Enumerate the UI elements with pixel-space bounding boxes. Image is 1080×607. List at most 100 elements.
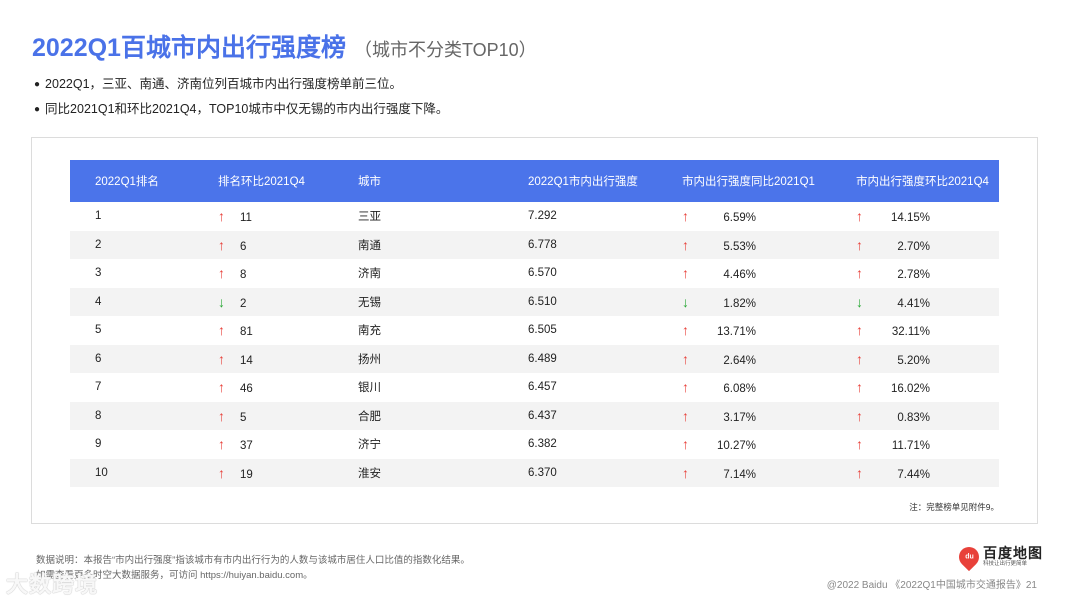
arrow-up-icon: ↑ — [682, 350, 689, 367]
cell-qoq-value: 16.02% — [890, 383, 930, 396]
bullet-item: 2022Q1，三亚、南通、济南位列百城市内出行强度榜单前三位。 — [34, 72, 448, 97]
cell-yoy-value: 6.08% — [723, 383, 756, 396]
cell-qoq-value: 4.41% — [897, 297, 930, 310]
cell-qoq-value: 2.70% — [897, 240, 930, 253]
arrow-up-icon: ↑ — [856, 236, 863, 253]
arrow-up-icon: ↑ — [856, 208, 863, 225]
cell-yoy: ↓ 1.82% — [640, 288, 820, 317]
arrow-up-icon: ↑ — [682, 436, 689, 453]
cell-yoy: ↑ 6.08% — [640, 373, 820, 402]
footnote-line: 数据说明：本报告“市内出行强度”指该城市有市内出行行为的人数与该城市居住人口比值… — [36, 555, 470, 566]
cell-rank-change-value: 6 — [240, 240, 247, 253]
cell-yoy-value: 10.27% — [716, 440, 756, 453]
cell-rank-change: ↑ 6 — [200, 231, 340, 260]
cell-qoq: ↑ 16.02% — [820, 373, 999, 402]
cell-city: 淮安 — [358, 467, 381, 480]
arrow-up-icon: ↑ — [856, 322, 863, 339]
cell-yoy: ↑ 3.17% — [640, 402, 820, 431]
table-row: 6 ↑ 14 扬州 6.489 ↑ 2.64% ↑ 5.20% — [70, 344, 999, 374]
cell-yoy-value: 7.14% — [723, 468, 756, 481]
footnote-line: 如需查看更多时空大数据服务，可访问 https://huiyan.baidu.c… — [36, 570, 313, 581]
arrow-up-icon: ↑ — [682, 265, 689, 282]
page-title-sub: （城市不分类TOP10） — [353, 40, 537, 60]
cell-intensity: 7.292 — [528, 210, 557, 223]
cell-intensity: 6.778 — [528, 238, 557, 251]
table-header-row: 2022Q1排名 排名环比2021Q4 城市 2022Q1市内出行强度 市内出行… — [70, 160, 999, 202]
arrow-up-icon: ↑ — [218, 407, 225, 424]
table-row: 9 ↑ 37 济宁 6.382 ↑ 10.27% ↑ 11.71% — [70, 430, 999, 459]
cell-qoq-value: 32.11% — [891, 326, 930, 339]
cell-city: 无锡 — [358, 296, 381, 309]
baidu-map-logo: du 百度地图 科技让出行更简单 — [954, 542, 1043, 572]
table-row: 5 ↑ 81 南充 6.505 ↑ 13.71% ↑ 32.11% — [70, 316, 999, 345]
cell-yoy: ↑ 7.14% — [640, 459, 820, 488]
arrow-up-icon: ↑ — [218, 322, 225, 339]
cell-intensity: 6.457 — [528, 381, 557, 394]
cell-rank-change: ↑ 14 — [200, 345, 340, 374]
arrow-up-icon: ↑ — [218, 208, 225, 225]
cell-qoq: ↑ 14.15% — [820, 202, 999, 231]
arrow-up-icon: ↑ — [856, 464, 863, 481]
arrow-down-icon: ↓ — [856, 293, 863, 310]
arrow-up-icon: ↑ — [218, 436, 225, 453]
cell-intensity: 6.505 — [528, 324, 557, 337]
cell-intensity: 6.489 — [528, 352, 557, 365]
cell-city: 银川 — [358, 382, 381, 395]
cell-yoy: ↑ 2.64% — [640, 345, 820, 374]
watermark: 大数跨境 — [6, 572, 99, 597]
page-title-main: 2022Q1百城市内出行强度榜 — [32, 34, 346, 62]
cell-yoy-value: 13.71% — [716, 326, 756, 339]
table-row: 3 ↑ 8 济南 6.570 ↑ 4.46% ↑ 2.78% — [70, 259, 999, 288]
cell-rank-change-value: 5 — [240, 411, 247, 424]
cell-city: 南充 — [358, 325, 381, 338]
cell-rank-change: ↑ 81 — [200, 316, 340, 345]
cell-yoy-value: 2.64% — [723, 354, 756, 367]
cell-intensity: 6.382 — [528, 438, 557, 451]
cell-yoy: ↑ 10.27% — [640, 430, 820, 459]
cell-yoy: ↑ 6.59% — [640, 202, 820, 231]
cell-rank-change: ↑ 19 — [200, 459, 340, 488]
cell-rank: 7 — [95, 381, 102, 394]
arrow-up-icon: ↑ — [218, 265, 225, 282]
arrow-up-icon: ↑ — [856, 350, 863, 367]
cell-qoq: ↑ 0.83% — [820, 402, 999, 431]
logo-slogan: 科技让出行更简单 — [983, 561, 1028, 567]
cell-rank: 6 — [95, 352, 102, 365]
cell-yoy-value: 1.82% — [723, 297, 756, 310]
cell-qoq-value: 2.78% — [897, 269, 930, 282]
table-row: 4 ↓ 2 无锡 6.510 ↓ 1.82% ↓ 4.41% — [70, 287, 999, 317]
cell-city: 济宁 — [358, 439, 381, 452]
header-intensity: 2022Q1市内出行强度 — [528, 176, 638, 188]
cell-yoy-value: 3.17% — [723, 411, 756, 424]
cell-rank-change-value: 19 — [240, 468, 253, 481]
cell-city: 扬州 — [358, 353, 381, 366]
table-row: 1 ↑ 11 三亚 7.292 ↑ 6.59% ↑ 14.15% — [70, 202, 999, 231]
cell-rank: 9 — [95, 438, 102, 451]
cell-qoq: ↑ 7.44% — [820, 459, 999, 488]
cell-rank-change: ↑ 8 — [200, 259, 340, 288]
cell-qoq: ↑ 5.20% — [820, 345, 999, 374]
table-row: 8 ↑ 5 合肥 6.437 ↑ 3.17% ↑ 0.83% — [70, 401, 999, 431]
table-note: 注：完整榜单见附件9。 — [909, 502, 999, 512]
arrow-up-icon: ↑ — [218, 236, 225, 253]
cell-qoq: ↓ 4.41% — [820, 288, 999, 317]
cell-rank-change-value: 37 — [240, 440, 253, 453]
arrow-up-icon: ↑ — [856, 436, 863, 453]
cell-city: 合肥 — [358, 410, 381, 423]
arrow-up-icon: ↑ — [682, 322, 689, 339]
cell-rank-change: ↑ 37 — [200, 430, 340, 459]
summary-bullets: 2022Q1，三亚、南通、济南位列百城市内出行强度榜单前三位。 同比2021Q1… — [34, 72, 448, 122]
cell-rank-change-value: 81 — [240, 326, 253, 339]
header-rank-change: 排名环比2021Q4 — [218, 176, 305, 188]
cell-yoy: ↑ 5.53% — [640, 231, 820, 260]
cell-qoq-value: 14.15% — [890, 212, 930, 225]
cell-qoq-value: 11.71% — [891, 440, 930, 453]
cell-rank: 5 — [95, 324, 102, 337]
cell-yoy: ↑ 13.71% — [640, 316, 820, 345]
header-city: 城市 — [358, 176, 381, 188]
cell-rank: 10 — [95, 466, 108, 479]
cell-rank: 8 — [95, 409, 102, 422]
ranking-panel: 2022Q1排名 排名环比2021Q4 城市 2022Q1市内出行强度 市内出行… — [31, 137, 1038, 524]
cell-yoy-value: 4.46% — [723, 269, 756, 282]
arrow-up-icon: ↑ — [218, 379, 225, 396]
